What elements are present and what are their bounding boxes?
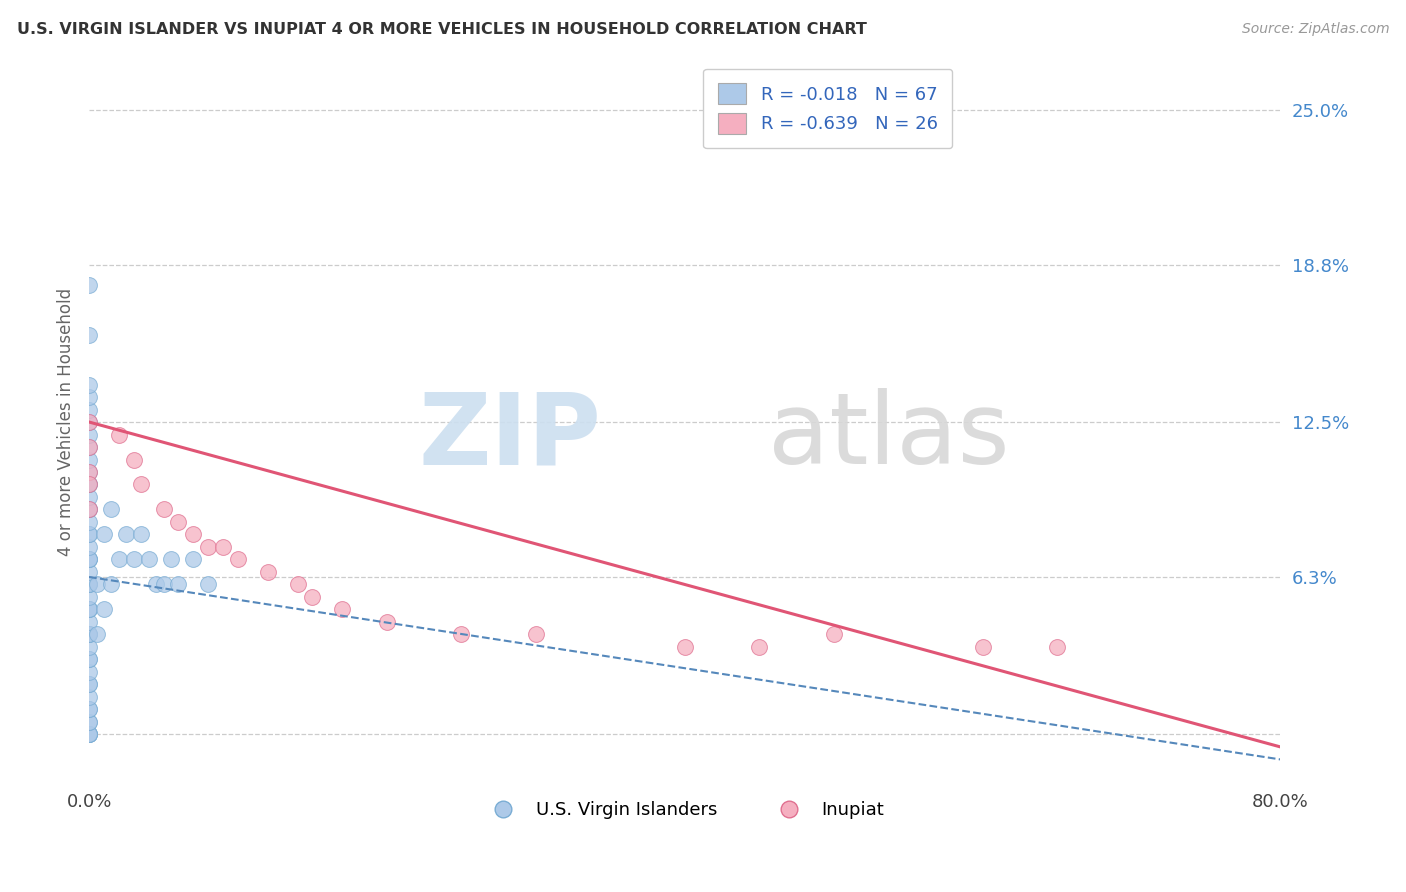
Point bbox=[77, 665, 100, 679]
Point bbox=[197, 577, 219, 591]
Point bbox=[77, 477, 100, 491]
Point bbox=[77, 727, 100, 741]
Point bbox=[77, 527, 100, 541]
Point bbox=[108, 427, 131, 442]
Point bbox=[77, 602, 100, 616]
Point bbox=[77, 440, 100, 454]
Point bbox=[77, 452, 100, 467]
Point bbox=[86, 577, 108, 591]
Point bbox=[287, 577, 309, 591]
Point bbox=[77, 602, 100, 616]
Point bbox=[77, 552, 100, 566]
Point bbox=[330, 602, 353, 616]
Point bbox=[256, 565, 278, 579]
Point bbox=[673, 640, 696, 654]
Point bbox=[77, 277, 100, 292]
Point bbox=[77, 440, 100, 454]
Text: atlas: atlas bbox=[768, 388, 1010, 485]
Point bbox=[181, 552, 204, 566]
Point bbox=[145, 577, 167, 591]
Point bbox=[167, 577, 190, 591]
Text: ZIP: ZIP bbox=[419, 388, 602, 485]
Point bbox=[77, 602, 100, 616]
Text: Source: ZipAtlas.com: Source: ZipAtlas.com bbox=[1241, 22, 1389, 37]
Point bbox=[77, 652, 100, 666]
Point bbox=[93, 527, 115, 541]
Point bbox=[77, 465, 100, 479]
Point bbox=[77, 652, 100, 666]
Point bbox=[77, 590, 100, 604]
Point bbox=[77, 490, 100, 504]
Point bbox=[167, 515, 190, 529]
Point bbox=[212, 540, 235, 554]
Point bbox=[77, 577, 100, 591]
Legend: U.S. Virgin Islanders, Inupiat: U.S. Virgin Islanders, Inupiat bbox=[478, 794, 891, 826]
Point bbox=[77, 640, 100, 654]
Y-axis label: 4 or more Vehicles in Household: 4 or more Vehicles in Household bbox=[58, 288, 75, 556]
Point bbox=[450, 627, 472, 641]
Point bbox=[122, 552, 145, 566]
Point bbox=[77, 627, 100, 641]
Point bbox=[77, 427, 100, 442]
Point bbox=[77, 727, 100, 741]
Point bbox=[77, 714, 100, 729]
Point bbox=[122, 452, 145, 467]
Point bbox=[100, 577, 122, 591]
Point bbox=[77, 502, 100, 516]
Point bbox=[77, 415, 100, 429]
Point bbox=[77, 577, 100, 591]
Point bbox=[226, 552, 249, 566]
Point bbox=[129, 477, 152, 491]
Point bbox=[77, 677, 100, 691]
Point bbox=[152, 577, 174, 591]
Point bbox=[77, 390, 100, 404]
Point bbox=[138, 552, 160, 566]
Point bbox=[375, 615, 398, 629]
Point bbox=[77, 615, 100, 629]
Point bbox=[77, 714, 100, 729]
Point bbox=[77, 727, 100, 741]
Point bbox=[77, 727, 100, 741]
Point bbox=[748, 640, 770, 654]
Point bbox=[86, 627, 108, 641]
Point bbox=[823, 627, 845, 641]
Point bbox=[77, 727, 100, 741]
Point bbox=[93, 602, 115, 616]
Point bbox=[77, 540, 100, 554]
Point bbox=[115, 527, 138, 541]
Point bbox=[197, 540, 219, 554]
Point bbox=[77, 577, 100, 591]
Point bbox=[77, 477, 100, 491]
Point bbox=[301, 590, 323, 604]
Point bbox=[77, 465, 100, 479]
Point bbox=[77, 702, 100, 716]
Point bbox=[77, 377, 100, 392]
Point bbox=[100, 502, 122, 516]
Point bbox=[77, 552, 100, 566]
Point bbox=[77, 702, 100, 716]
Point bbox=[108, 552, 131, 566]
Point bbox=[77, 627, 100, 641]
Point bbox=[77, 502, 100, 516]
Point bbox=[77, 327, 100, 342]
Point bbox=[972, 640, 994, 654]
Point bbox=[77, 477, 100, 491]
Point bbox=[77, 627, 100, 641]
Point bbox=[524, 627, 547, 641]
Point bbox=[181, 527, 204, 541]
Point bbox=[77, 677, 100, 691]
Point bbox=[77, 565, 100, 579]
Text: U.S. VIRGIN ISLANDER VS INUPIAT 4 OR MORE VEHICLES IN HOUSEHOLD CORRELATION CHAR: U.S. VIRGIN ISLANDER VS INUPIAT 4 OR MOR… bbox=[17, 22, 866, 37]
Point bbox=[77, 415, 100, 429]
Point bbox=[77, 402, 100, 417]
Point bbox=[160, 552, 183, 566]
Point bbox=[152, 502, 174, 516]
Point bbox=[77, 552, 100, 566]
Point bbox=[77, 690, 100, 704]
Point bbox=[77, 515, 100, 529]
Point bbox=[77, 527, 100, 541]
Point bbox=[1046, 640, 1069, 654]
Point bbox=[129, 527, 152, 541]
Point bbox=[77, 502, 100, 516]
